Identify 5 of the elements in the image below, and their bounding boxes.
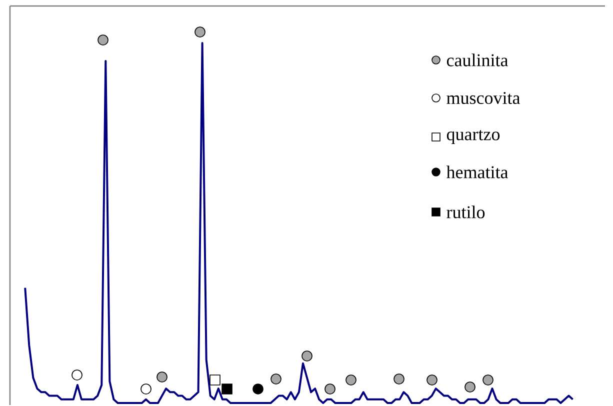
annotation: rutilo [446, 206, 485, 218]
annotation: hematita [446, 166, 508, 178]
annotation: muscovita [446, 92, 520, 104]
annotation: caulinita [446, 54, 508, 66]
annotation: quartzo [446, 130, 500, 144]
